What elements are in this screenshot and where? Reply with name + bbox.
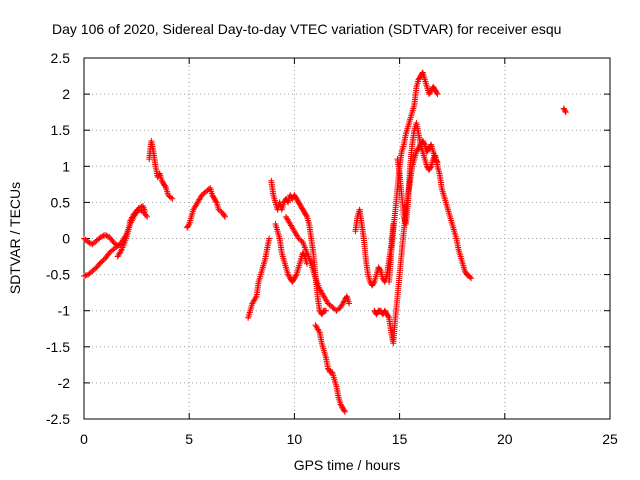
y-axis-label: SDTVAR / TECUs	[7, 182, 23, 294]
data-point	[370, 280, 377, 287]
data-point	[467, 274, 474, 281]
y-tick-label: -1.5	[46, 339, 70, 355]
series-arc-4	[146, 138, 176, 202]
y-tick-label: 1.5	[51, 122, 71, 138]
data-point	[433, 89, 440, 96]
data-point	[315, 327, 322, 334]
data-point	[85, 239, 92, 246]
series-arc-13	[386, 69, 441, 285]
data-point	[303, 212, 310, 219]
y-tick-label: 2.5	[51, 50, 71, 66]
series-arc-14	[394, 119, 441, 228]
data-point	[185, 222, 192, 229]
y-tick-label: -0.5	[46, 267, 70, 283]
data-point	[468, 275, 475, 282]
y-tick-label: 1	[62, 158, 70, 174]
x-tick-label: 0	[80, 431, 88, 447]
data-point	[169, 195, 176, 202]
y-tick-label: 2	[62, 86, 70, 102]
data-point	[97, 234, 104, 241]
series-arc-12	[371, 141, 475, 347]
data-point	[252, 294, 259, 301]
data-point	[102, 231, 109, 238]
data-point	[162, 183, 169, 190]
data-markers	[81, 69, 569, 415]
x-tick-label: 15	[392, 431, 408, 447]
data-point	[143, 212, 150, 219]
data-point	[118, 247, 125, 254]
series-arc-10	[312, 322, 348, 415]
series-arc-9	[282, 213, 353, 314]
data-point	[434, 91, 441, 98]
chart-title: Day 106 of 2020, Sidereal Day-to-day VTE…	[52, 21, 561, 37]
x-tick-label: 25	[602, 431, 618, 447]
y-tick-label: 0	[62, 231, 70, 247]
data-point	[433, 158, 440, 165]
data-point	[562, 109, 569, 116]
data-point	[221, 212, 228, 219]
data-point	[322, 307, 329, 314]
plot-frame	[83, 57, 611, 420]
grid-lines	[84, 58, 610, 419]
data-point	[427, 164, 434, 171]
data-point	[144, 213, 151, 220]
x-tick-label: 5	[185, 431, 193, 447]
data-point	[212, 198, 219, 205]
series-arc-15	[560, 105, 569, 116]
data-point	[266, 235, 273, 242]
series-arc-6	[245, 235, 273, 321]
axis-ticks: 0 5 10 15 20 25 -2.5 -2 -1.5 -1 -0.5 0 0.5 1 1.5 2 2.5	[46, 50, 618, 447]
data-point	[142, 208, 149, 215]
data-point	[385, 313, 392, 320]
data-point	[341, 408, 348, 415]
y-tick-label: -2.5	[46, 411, 70, 427]
series-arc-3	[114, 203, 149, 260]
data-point	[341, 407, 348, 414]
data-point	[346, 300, 353, 307]
series-arc-5	[184, 184, 228, 231]
y-tick-label: 0.5	[51, 194, 71, 210]
x-tick-label: 20	[497, 431, 513, 447]
data-point	[376, 266, 383, 273]
x-axis-label: GPS time / hours	[294, 457, 401, 473]
data-point	[103, 232, 110, 239]
data-point	[562, 107, 569, 114]
data-point	[167, 194, 174, 201]
y-tick-label: -1	[58, 303, 71, 319]
data-point	[221, 213, 228, 220]
y-tick-label: -2	[58, 375, 71, 391]
data-point	[298, 237, 305, 244]
data-point	[99, 233, 106, 240]
data-point	[292, 272, 299, 279]
data-point	[434, 159, 441, 166]
data-point	[421, 140, 428, 147]
series-arc-7	[268, 177, 329, 318]
x-tick-label: 10	[287, 431, 303, 447]
